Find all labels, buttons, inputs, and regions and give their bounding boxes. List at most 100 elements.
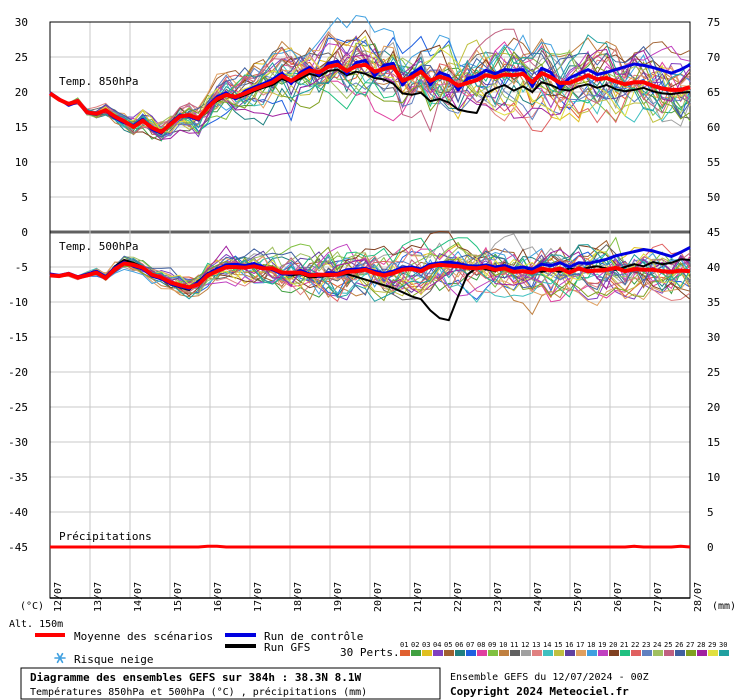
pert-number: 30 [719, 641, 727, 649]
pert-color-swatch [411, 650, 421, 656]
unit-left: (°C) [20, 601, 44, 612]
right-tick-label: 55 [707, 156, 720, 169]
left-tick-label: 10 [15, 156, 28, 169]
pert-number: 15 [554, 641, 562, 649]
pert-color-swatch [587, 650, 597, 656]
perturbation-line [49, 50, 691, 133]
pert-color-swatch [576, 650, 586, 656]
x-tick-label: 20/07 [373, 582, 384, 612]
pert-color-swatch [477, 650, 487, 656]
pert-number: 13 [532, 641, 540, 649]
pert-color-swatch [697, 650, 707, 656]
pert-number: 09 [488, 641, 496, 649]
footer-box [20, 667, 441, 700]
right-tick-label: 70 [707, 51, 720, 64]
pert-color-swatch [620, 650, 630, 656]
pert-color-swatch [708, 650, 718, 656]
pert-number: 26 [675, 641, 683, 649]
pert-number: 27 [686, 641, 694, 649]
footer-subtitle: Températures 850hPa et 500hPa (°C) , pré… [30, 686, 367, 698]
right-tick-label: 20 [707, 401, 720, 414]
pert-color-swatch [521, 650, 531, 656]
right-tick-label: 10 [707, 471, 720, 484]
legend-gfs-label: Run GFS [264, 641, 310, 654]
pert-number: 08 [477, 641, 485, 649]
left-tick-label: -35 [8, 471, 28, 484]
pert-number: 24 [653, 641, 661, 649]
pert-color-swatch [653, 650, 663, 656]
pert-color-swatch [433, 650, 443, 656]
right-tick-label: 50 [707, 191, 720, 204]
pert-number: 11 [510, 641, 518, 649]
x-axis-ticks: 12/07 13/07 14/07 15/07 16/07 17/07 18/07 19/07… [53, 582, 704, 612]
x-tick-label: 17/07 [253, 582, 264, 612]
legend: Moyenne des scénarios Run de contrôle Ru… [35, 630, 729, 666]
left-tick-label: 5 [21, 191, 28, 204]
footer-copyright: Copyright 2024 Meteociel.fr [450, 685, 629, 698]
x-tick-label: 16/07 [213, 582, 224, 612]
right-tick-label: 30 [707, 331, 720, 344]
pert-color-swatch [510, 650, 520, 656]
perturbation-line [49, 42, 691, 140]
pert-number: 25 [664, 641, 672, 649]
pert-number: 28 [697, 641, 705, 649]
panel-850-label: Temp. 850hPa [59, 75, 138, 88]
left-tick-label: -30 [8, 436, 28, 449]
left-tick-label: 0 [21, 226, 28, 239]
alt-label: Alt. 150m [9, 619, 63, 630]
pert-color-swatch [554, 650, 564, 656]
perturbation-line [49, 29, 691, 142]
legend-mean-label: Moyenne des scénarios [74, 630, 213, 643]
pert-color-swatch [499, 650, 509, 656]
pert-number: 22 [631, 641, 639, 649]
right-tick-label: 0 [707, 541, 714, 554]
right-tick-label: 40 [707, 261, 720, 274]
footer-run: Ensemble GEFS du 12/07/2024 - 00Z [450, 672, 649, 683]
footer: Diagramme des ensembles GEFS sur 384h : … [20, 667, 649, 700]
x-tick-label: 24/07 [533, 582, 544, 612]
left-tick-label: -25 [8, 401, 28, 414]
pert-color-swatch [686, 650, 696, 656]
x-tick-label: 14/07 [133, 582, 144, 612]
pert-legend: 01 02 03 04 05 06 07 08 09 10 11 12 13 14 15 16 17 18 19 20… [400, 641, 729, 656]
x-tick-label: 21/07 [413, 582, 424, 612]
left-axis-ticks: 30 25 20 15 10 5 0 -5 -10 -15 -20 -25 -30 -35 -40 -45 [8, 16, 28, 554]
x-tick-label: 18/07 [293, 582, 304, 612]
pert-number: 03 [422, 641, 430, 649]
left-tick-label: -15 [8, 331, 28, 344]
x-tick-label: 15/07 [173, 582, 184, 612]
right-tick-label: 35 [707, 296, 720, 309]
pert-number: 12 [521, 641, 529, 649]
pert-color-swatch [422, 650, 432, 656]
pert-color-swatch [598, 650, 608, 656]
right-tick-label: 60 [707, 121, 720, 134]
pert-color-swatch [455, 650, 465, 656]
pert-number: 14 [543, 641, 551, 649]
pert-color-swatch [609, 650, 619, 656]
perturbation-line [49, 35, 691, 133]
pert-number: 05 [444, 641, 452, 649]
x-tick-label: 27/07 [653, 582, 664, 612]
right-tick-label: 5 [707, 506, 714, 519]
x-tick-label: 22/07 [453, 582, 464, 612]
pert-number: 06 [455, 641, 463, 649]
pert-number: 07 [466, 641, 474, 649]
pert-color-swatch [719, 650, 729, 656]
right-tick-label: 15 [707, 436, 720, 449]
unit-right: (mm) [712, 601, 736, 612]
x-tick-label: 28/07 [693, 582, 704, 612]
x-tick-label: 19/07 [333, 582, 344, 612]
x-tick-label: 26/07 [613, 582, 624, 612]
x-tick-label: 13/07 [93, 582, 104, 612]
right-tick-label: 75 [707, 16, 720, 29]
pert-number: 29 [708, 641, 716, 649]
left-tick-label: 15 [15, 121, 28, 134]
pert-color-swatch [532, 650, 542, 656]
legend-perts-label: 30 Perts. [340, 646, 400, 659]
snowflake-icon [54, 652, 66, 664]
pert-color-swatch [631, 650, 641, 656]
left-tick-label: -40 [8, 506, 28, 519]
right-tick-label: 45 [707, 226, 720, 239]
pert-color-swatch [675, 650, 685, 656]
